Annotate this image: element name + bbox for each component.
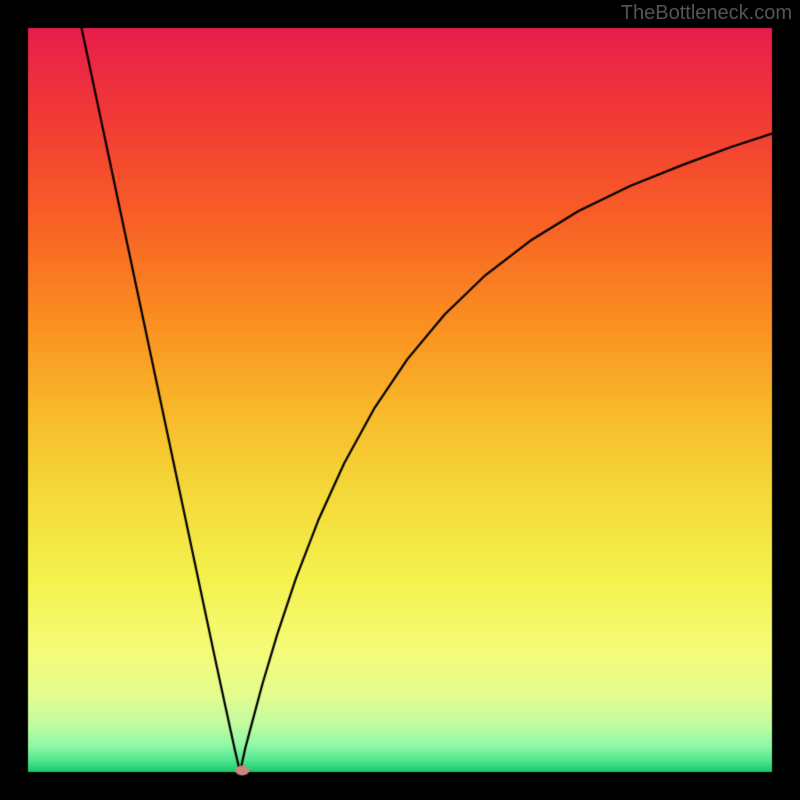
watermark-text: TheBottleneck.com: [621, 2, 792, 25]
chart-container: TheBottleneck.com: [0, 0, 800, 800]
minimum-marker: [0, 0, 800, 800]
